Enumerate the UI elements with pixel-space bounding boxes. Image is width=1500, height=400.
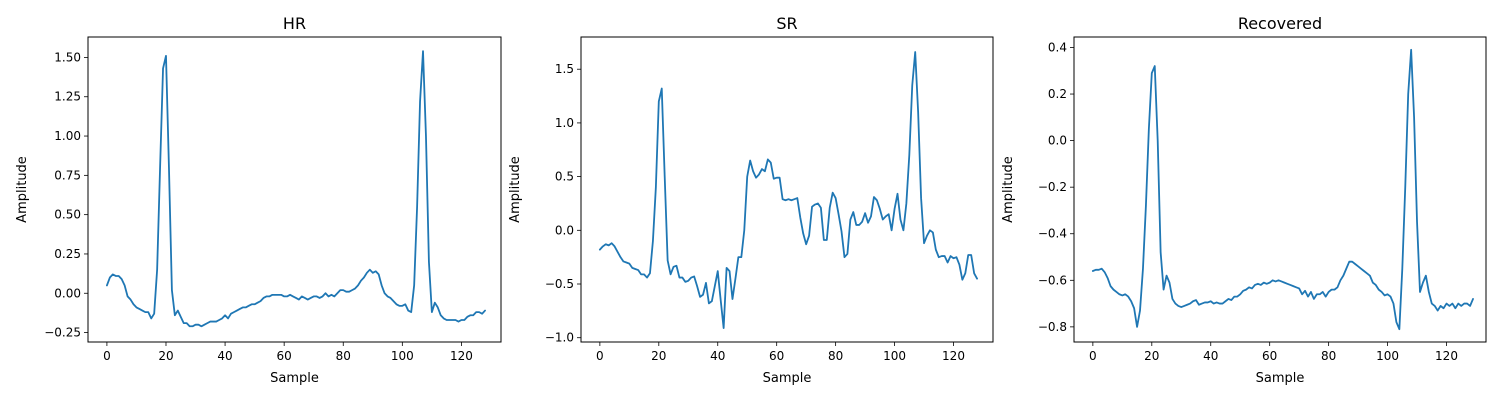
series-line	[1091, 48, 1474, 331]
y-tick-label: 1.5	[555, 62, 574, 76]
axes-frame	[580, 36, 994, 343]
x-tick-label: 60	[769, 349, 784, 363]
x-tick-label: 40	[1203, 349, 1218, 363]
x-tick-label: 60	[277, 349, 292, 363]
x-tick-label: 100	[883, 349, 906, 363]
y-tick-label: −0.6	[1038, 273, 1067, 287]
y-tick-label: 0.50	[54, 208, 81, 222]
y-tick-label: −0.5	[545, 277, 574, 291]
axes-frame	[87, 36, 502, 343]
x-axis-label: Sample	[763, 371, 812, 386]
y-axis-label: Amplitude	[15, 156, 30, 223]
subplot-2: 0 20 40 60 80 100 120 −0.8 −0.6 −0.4 −0.2 0.0 0.2 0.4…	[1001, 14, 1487, 386]
y-tick-label: 1.25	[54, 90, 81, 104]
x-axis-label: Sample	[270, 371, 319, 386]
y-tick-label: −0.2	[1038, 180, 1067, 194]
x-tick-label: 120	[1435, 349, 1458, 363]
chart-title: Recovered	[1238, 14, 1322, 33]
y-tick-label: −0.4	[1038, 227, 1067, 241]
x-tick-label: 60	[1262, 349, 1277, 363]
y-tick-label: −0.25	[44, 326, 81, 340]
y-tick-label: 0.0	[1048, 134, 1067, 148]
x-tick-label: 20	[651, 349, 666, 363]
x-tick-label: 0	[596, 349, 604, 363]
y-tick-label: 0.00	[54, 286, 81, 300]
subplot-0: 0 20 40 60 80 100 120 −0.25 0.00 0.25 0.50 0.75 1.00…	[15, 14, 502, 386]
subplot-1: 0 20 40 60 80 100 120 −1.0 −0.5 0.0 0.5 1.0 1.5 SR Sam…	[508, 14, 994, 386]
x-tick-label: 0	[1089, 349, 1097, 363]
x-axis-label: Sample	[1256, 371, 1305, 386]
y-tick-label: 0.25	[54, 247, 81, 261]
y-axis-label: Amplitude	[508, 156, 523, 223]
x-tick-label: 40	[710, 349, 725, 363]
x-tick-label: 80	[828, 349, 843, 363]
y-tick-label: 0.5	[555, 170, 574, 184]
y-tick-label: 0.2	[1048, 87, 1067, 101]
x-tick-label: 80	[336, 349, 351, 363]
x-tick-label: 80	[1321, 349, 1336, 363]
series-line	[598, 51, 978, 329]
x-tick-label: 0	[103, 349, 111, 363]
x-tick-label: 100	[1376, 349, 1399, 363]
x-tick-label: 100	[391, 349, 414, 363]
x-tick-label: 40	[217, 349, 232, 363]
x-tick-label: 120	[942, 349, 965, 363]
plots-container: 0 20 40 60 80 100 120−0.250.000.250.500.751.00…	[15, 14, 1487, 386]
y-tick-label: 0.4	[1048, 40, 1067, 54]
y-tick-label: 0.75	[54, 168, 81, 182]
y-axis-label: Amplitude	[1001, 156, 1016, 223]
y-tick-label: 0.0	[555, 223, 574, 237]
y-tick-label: −0.8	[1038, 320, 1067, 334]
x-tick-label: 20	[1144, 349, 1159, 363]
x-tick-label: 120	[450, 349, 473, 363]
axes-frame	[1073, 36, 1487, 343]
y-tick-label: 1.00	[54, 129, 81, 143]
series-line	[106, 50, 486, 328]
x-tick-label: 20	[158, 349, 173, 363]
chart-title: SR	[776, 14, 797, 33]
chart-title: HR	[283, 14, 306, 33]
y-tick-label: −1.0	[545, 331, 574, 345]
y-tick-label: 1.50	[54, 50, 81, 64]
y-tick-label: 1.0	[555, 116, 574, 130]
